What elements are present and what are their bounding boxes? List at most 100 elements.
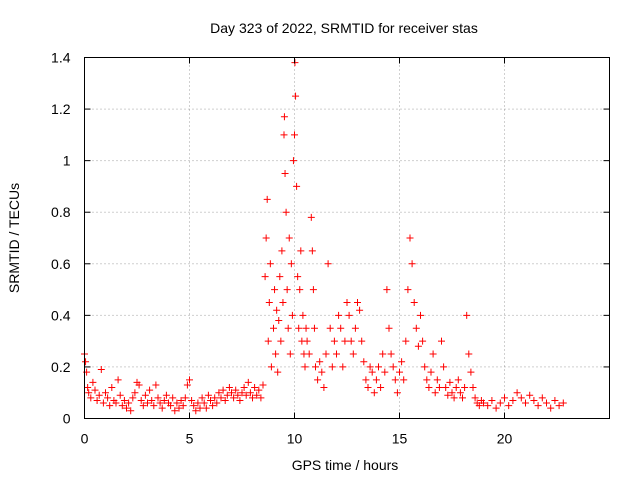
- data-point: [123, 404, 130, 412]
- y-tick-label: 1.4: [51, 50, 71, 66]
- axis-ticks: 0 0.2 0.4 0.6 0.8 1 1.2 1.4 0 5 10 15 20: [51, 50, 610, 447]
- data-point: [188, 396, 196, 404]
- data-point: [228, 389, 235, 397]
- data-point: [240, 384, 248, 392]
- data-point: [292, 92, 300, 100]
- data-point: [129, 394, 137, 402]
- data-point: [251, 384, 259, 392]
- data-point: [259, 381, 267, 389]
- data-point: [286, 350, 294, 358]
- data-point: [385, 324, 393, 332]
- data-point: [513, 389, 521, 397]
- data-point: [463, 311, 471, 319]
- data-point: [404, 286, 412, 294]
- data-point: [230, 394, 238, 402]
- data-point: [186, 376, 193, 384]
- data-point: [97, 366, 105, 374]
- data-point: [284, 324, 292, 332]
- data-point: [249, 394, 256, 402]
- data-point: [421, 363, 429, 371]
- data-point: [297, 247, 305, 255]
- data-point: [190, 402, 198, 410]
- data-point: [381, 368, 389, 376]
- data-point: [213, 399, 221, 407]
- data-point: [274, 368, 282, 376]
- data-point: [480, 399, 487, 407]
- data-point: [279, 298, 287, 306]
- data-point: [412, 324, 420, 332]
- y-tick-label: 1.2: [51, 101, 71, 117]
- data-point: [194, 399, 202, 407]
- data-point: [501, 394, 508, 402]
- data-point: [492, 404, 500, 412]
- data-point: [118, 402, 126, 410]
- data-point: [423, 376, 431, 384]
- data-point: [318, 368, 326, 376]
- data-point: [446, 378, 454, 386]
- data-point: [452, 384, 460, 392]
- data-point: [343, 298, 351, 306]
- data-point: [221, 396, 229, 404]
- data-point: [450, 394, 458, 402]
- data-point: [236, 396, 244, 404]
- data-point: [347, 337, 355, 345]
- y-tick-label: 0.4: [51, 307, 71, 323]
- data-point: [433, 376, 441, 384]
- data-point: [219, 386, 227, 394]
- data-point: [387, 350, 395, 358]
- data-point: [217, 394, 225, 402]
- data-point: [263, 195, 271, 203]
- data-point: [173, 399, 181, 407]
- data-point: [139, 402, 147, 410]
- data-point: [431, 389, 439, 397]
- data-point: [444, 391, 452, 399]
- data-point: [391, 376, 399, 384]
- data-point: [345, 311, 353, 319]
- data-point: [131, 389, 139, 397]
- data-point: [517, 394, 525, 402]
- data-point: [104, 394, 112, 402]
- data-point: [196, 404, 204, 412]
- data-point: [82, 358, 90, 366]
- data-point: [255, 386, 263, 394]
- data-point: [276, 273, 284, 281]
- data-point: [309, 286, 317, 294]
- data-point: [215, 389, 223, 397]
- data-point: [183, 381, 191, 389]
- data-point: [419, 337, 427, 345]
- data-point: [89, 378, 97, 386]
- data-point: [530, 396, 538, 404]
- data-point: [360, 358, 368, 366]
- data-point: [137, 396, 145, 404]
- data-point: [370, 389, 378, 397]
- data-point: [158, 404, 166, 412]
- data-point: [154, 394, 162, 402]
- data-point: [207, 396, 214, 404]
- data-point: [459, 394, 466, 402]
- data-point: [280, 131, 288, 139]
- data-point: [95, 391, 103, 399]
- data-point: [242, 391, 250, 399]
- data-point: [328, 363, 336, 371]
- data-point: [547, 404, 555, 412]
- data-point: [435, 384, 443, 392]
- data-point: [116, 391, 124, 399]
- data-point: [440, 363, 448, 371]
- data-point: [293, 182, 301, 190]
- data-point: [282, 208, 290, 216]
- data-point: [410, 298, 418, 306]
- data-point: [339, 363, 347, 371]
- data-point: [192, 407, 200, 415]
- data-point: [275, 317, 283, 325]
- data-point: [102, 389, 109, 397]
- plot-frame: [84, 57, 610, 419]
- data-points: [81, 59, 567, 415]
- data-point: [307, 213, 315, 221]
- data-point: [526, 391, 534, 399]
- data-point: [299, 311, 307, 319]
- data-point: [114, 376, 122, 384]
- data-point: [308, 247, 316, 255]
- data-point: [209, 402, 217, 410]
- data-point: [127, 407, 135, 415]
- data-point: [271, 286, 279, 294]
